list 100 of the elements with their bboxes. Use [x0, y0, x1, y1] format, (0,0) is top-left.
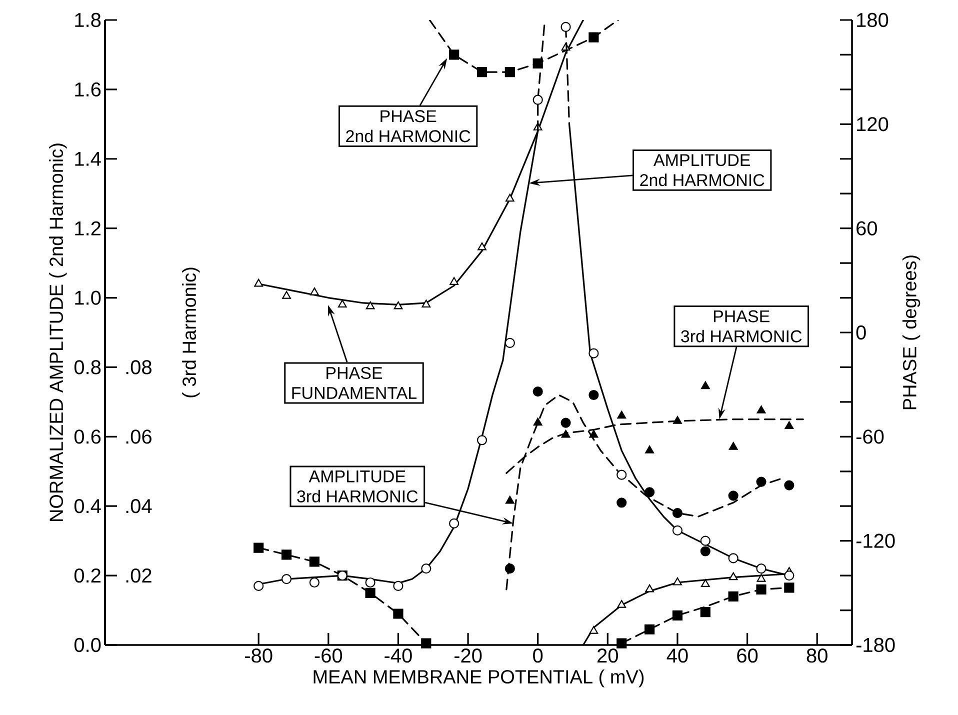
y3-tick-label: .06	[126, 430, 152, 444]
point	[673, 416, 682, 424]
point	[756, 574, 766, 582]
point	[756, 406, 766, 414]
y-tick-label: 0.4	[74, 499, 101, 514]
point	[532, 386, 543, 397]
point	[784, 421, 794, 430]
point	[421, 564, 432, 574]
x-tick-label: -80	[245, 648, 272, 663]
point	[700, 381, 710, 390]
y-tick-label: 1.2	[75, 221, 100, 236]
point	[784, 582, 794, 593]
point	[254, 580, 264, 592]
point	[504, 338, 515, 348]
point	[254, 542, 264, 553]
point	[366, 301, 375, 310]
annotation: PHASE 3rd HARMONIC	[681, 310, 802, 342]
point	[393, 580, 404, 592]
y2-tick-label: -180	[856, 638, 895, 652]
point	[504, 564, 515, 574]
y-tick-label: 1.8	[75, 12, 101, 28]
point	[309, 556, 320, 567]
point	[588, 390, 599, 400]
y2-tick-label: -60	[856, 430, 884, 444]
y2-axis-title: PHASE ( degrees)	[902, 256, 920, 410]
y2-tick-label: -120	[856, 534, 895, 548]
point	[365, 588, 376, 598]
y2-tick-label: 0	[856, 325, 866, 340]
x-axis-title: MEAN MEMBRANE POTENTIAL ( mV)	[314, 670, 644, 688]
point	[756, 564, 766, 574]
y-tick-label: 0.0	[74, 638, 101, 652]
point	[393, 608, 404, 619]
point	[560, 418, 571, 428]
x-tick-label: -20	[454, 648, 482, 663]
point	[505, 496, 514, 504]
y3-tick-label: .08	[126, 360, 152, 374]
point	[365, 577, 376, 588]
point	[672, 610, 683, 621]
point	[728, 572, 738, 580]
y-tick-label: 1.0	[75, 290, 101, 305]
y-tick-label: 0.8	[74, 360, 101, 374]
point	[756, 476, 766, 487]
point	[588, 32, 599, 42]
point	[450, 277, 459, 285]
point	[532, 94, 543, 105]
point	[645, 446, 654, 454]
point	[616, 470, 627, 480]
y3-tick-label: .02	[126, 568, 152, 583]
y2-tick-label: 60	[856, 221, 877, 236]
point	[394, 301, 403, 310]
point	[784, 570, 794, 581]
point	[700, 546, 710, 556]
point	[254, 278, 264, 287]
point	[700, 579, 710, 588]
x-tick-label: 20	[598, 648, 618, 663]
y2-tick-label: 180	[857, 12, 888, 28]
point	[700, 606, 710, 618]
point	[588, 348, 599, 358]
y-tick-label: 1.4	[75, 152, 101, 166]
x-tick-label: 0	[533, 648, 543, 663]
point	[756, 584, 766, 594]
point	[589, 626, 598, 634]
point	[645, 584, 654, 592]
point	[449, 50, 460, 60]
point	[478, 242, 486, 250]
x-tick-label: 40	[666, 648, 688, 663]
point	[560, 22, 571, 32]
y-tick-label: 0.2	[74, 568, 100, 583]
point	[728, 490, 738, 501]
x-tick-label: -40	[384, 648, 412, 663]
annotation: PHASE FUNDAMENTAL	[292, 366, 417, 400]
point	[504, 67, 515, 78]
y2-tick-label: 120	[857, 117, 888, 132]
annotation: AMPLITUDE 2nd HARMONIC	[640, 154, 764, 186]
point	[505, 194, 514, 202]
point	[476, 67, 488, 78]
y3-axis-title: ( 3rd Harmonic)	[182, 268, 200, 398]
point	[282, 290, 291, 299]
point	[281, 574, 292, 584]
point	[338, 300, 347, 308]
x-tick-label: -60	[314, 648, 342, 663]
annotation: PHASE 2nd HARMONIC	[346, 110, 470, 142]
y-tick-label: 0.6	[74, 430, 101, 444]
point	[672, 525, 683, 536]
point	[310, 288, 319, 296]
point	[784, 480, 794, 490]
point	[728, 553, 738, 564]
point	[616, 498, 627, 508]
point	[281, 550, 292, 560]
point	[449, 518, 460, 529]
point	[673, 577, 682, 586]
y3-tick-label: .04	[126, 499, 152, 514]
point	[672, 508, 683, 518]
point	[728, 442, 738, 450]
point	[617, 410, 626, 419]
point	[617, 600, 626, 608]
y-tick-label: 1.6	[75, 82, 101, 97]
x-tick-label: 80	[806, 648, 828, 663]
y-axis-title: NORMALIZED AMPLITUDE ( 2nd Harmonic)	[49, 144, 67, 521]
point	[644, 624, 655, 634]
